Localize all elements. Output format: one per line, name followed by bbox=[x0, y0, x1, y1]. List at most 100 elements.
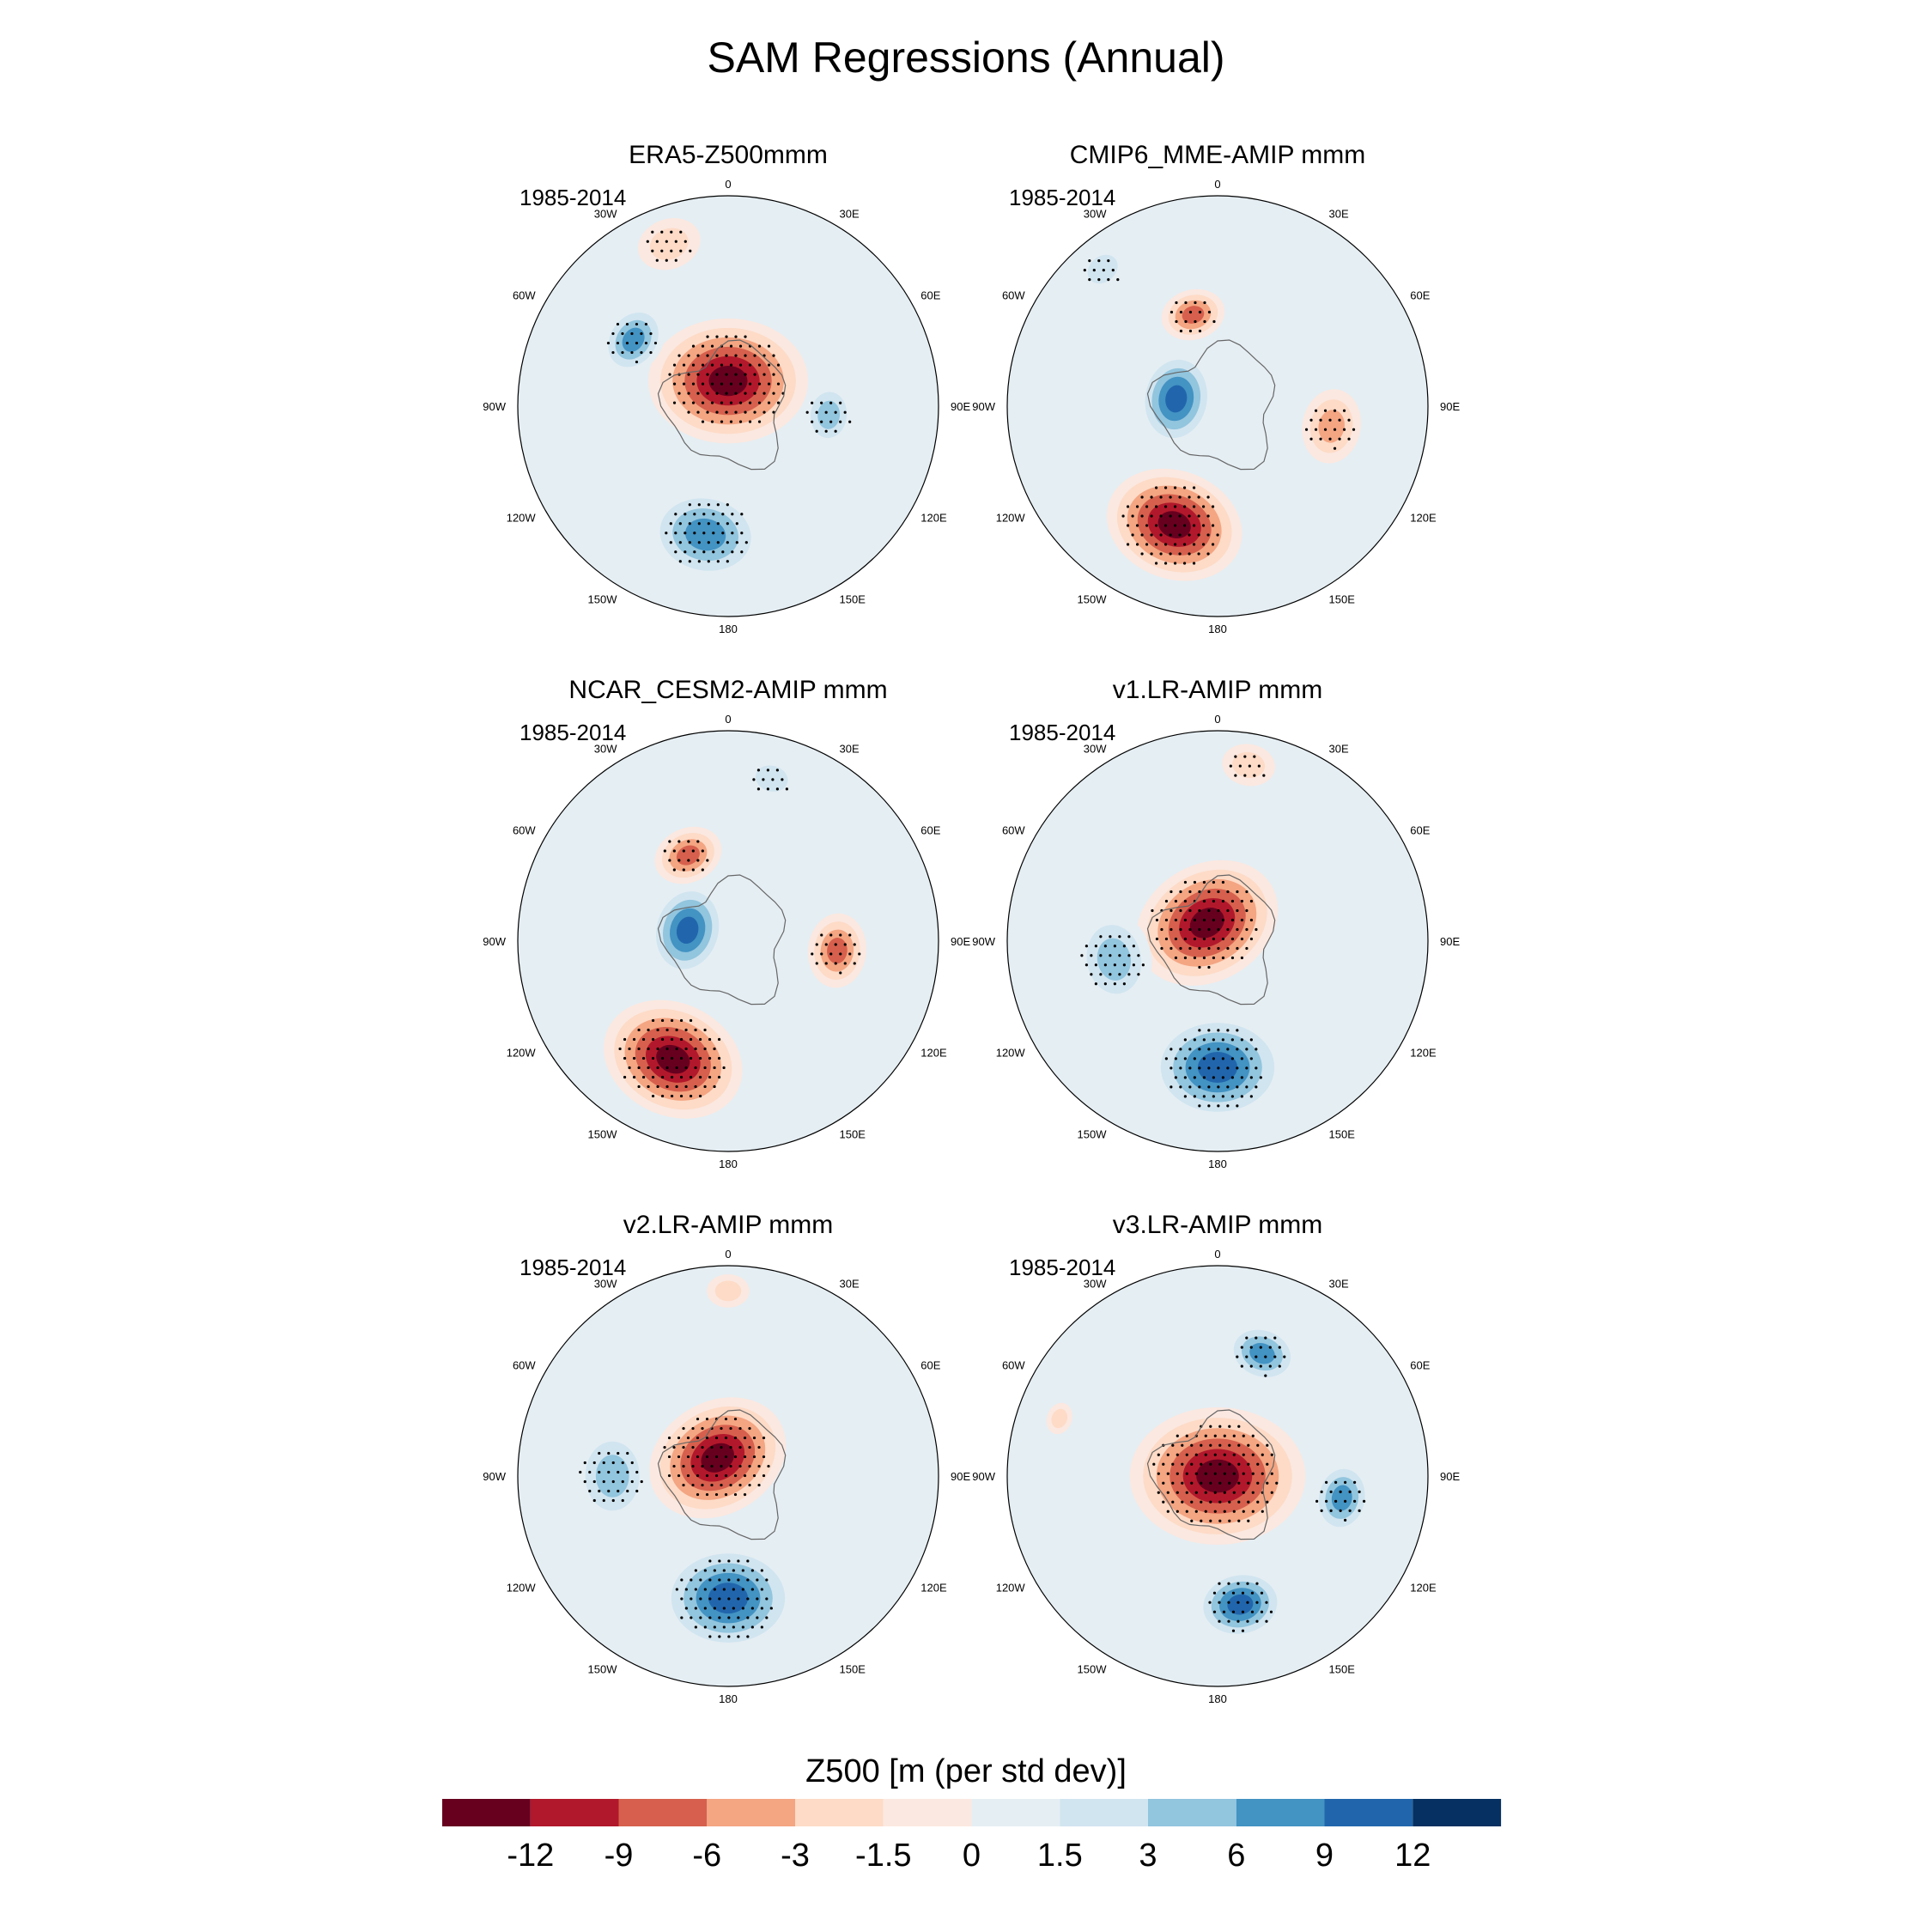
stipple-dot bbox=[717, 1037, 721, 1042]
stipple-dot bbox=[1259, 1346, 1262, 1349]
stipple-dot bbox=[1204, 1434, 1207, 1437]
stipple-dot bbox=[1217, 890, 1220, 894]
stipple-dot bbox=[697, 503, 701, 507]
stipple-dot bbox=[771, 778, 775, 781]
stipple-dot bbox=[1162, 1481, 1165, 1485]
stipple-dot bbox=[1207, 1048, 1211, 1051]
stipple-dot bbox=[1198, 908, 1201, 913]
stipple-dot bbox=[679, 1037, 683, 1042]
stipple-dot bbox=[1328, 418, 1332, 422]
stipple-dot bbox=[1164, 918, 1169, 922]
stipple-dot bbox=[696, 1436, 700, 1440]
stipple-dot bbox=[672, 401, 677, 404]
stipple-dot bbox=[732, 1588, 735, 1591]
stipple-dot bbox=[740, 513, 744, 516]
stipple-dot bbox=[1094, 963, 1097, 967]
stipple-dot bbox=[1183, 899, 1188, 903]
stipple-dot bbox=[1183, 937, 1188, 941]
stipple-dot bbox=[1352, 428, 1356, 431]
stipple-dot bbox=[1226, 908, 1230, 913]
stipple-dot bbox=[1202, 899, 1206, 903]
stipple-dot bbox=[701, 401, 705, 404]
stipple-dot bbox=[706, 392, 709, 395]
stipple-dot bbox=[824, 962, 828, 965]
longitude-label: 30E bbox=[1329, 208, 1349, 221]
stipple-dot bbox=[762, 1473, 766, 1478]
stipple-dot bbox=[688, 560, 691, 563]
stipple-dot bbox=[1227, 1619, 1230, 1623]
stipple-dot bbox=[598, 1489, 601, 1493]
stipple-dot bbox=[722, 1569, 726, 1572]
map-panel: v1.LR-AMIP mmm 1985-2014 0 30E 60E 90E 120E 150… bbox=[972, 676, 1460, 1170]
stipple-dot bbox=[616, 341, 620, 345]
stipple-dot bbox=[1249, 1364, 1253, 1368]
stipple-dot bbox=[772, 392, 775, 395]
stipple-dot bbox=[1206, 552, 1210, 556]
stipple-dot bbox=[1246, 1619, 1249, 1623]
stipple-dot bbox=[738, 1464, 742, 1468]
stipple-dot bbox=[696, 373, 700, 376]
stipple-dot bbox=[1222, 1610, 1226, 1613]
stipple-dot bbox=[1132, 963, 1135, 967]
stipple-dot bbox=[720, 1445, 723, 1449]
stipple-dot bbox=[729, 1445, 732, 1449]
stipple-dot bbox=[715, 373, 719, 376]
stipple-dot bbox=[1223, 1453, 1226, 1456]
stipple-dot bbox=[677, 1436, 681, 1440]
longitude-label: 180 bbox=[1208, 1692, 1227, 1705]
stipple-dot bbox=[843, 943, 847, 946]
stipple-dot bbox=[647, 1047, 650, 1051]
stipple-dot bbox=[1261, 1510, 1264, 1513]
stipple-dot bbox=[1232, 1472, 1236, 1475]
stipple-dot bbox=[766, 769, 770, 772]
stipple-dot bbox=[1236, 890, 1239, 894]
longitude-label: 60W bbox=[1002, 289, 1025, 302]
stipple-dot bbox=[683, 550, 687, 554]
stipple-dot bbox=[1179, 927, 1182, 932]
stipple-dot bbox=[1247, 1519, 1250, 1522]
stipple-dot bbox=[1255, 1066, 1258, 1070]
stipple-dot bbox=[665, 258, 668, 262]
stipple-dot bbox=[1245, 1048, 1249, 1051]
stipple-dot bbox=[712, 513, 715, 516]
stipple-dot bbox=[640, 350, 643, 355]
stipple-dot bbox=[1338, 418, 1341, 422]
stipple-dot bbox=[1207, 890, 1211, 894]
stipple-dot bbox=[1236, 1085, 1239, 1089]
stipple-dot bbox=[1182, 562, 1187, 565]
stipple-dot bbox=[767, 382, 771, 386]
stipple-dot bbox=[1150, 533, 1153, 537]
stipple-dot bbox=[1169, 495, 1172, 499]
longitude-label: 30E bbox=[840, 743, 860, 756]
panel-period: 1985-2014 bbox=[1009, 185, 1115, 210]
stipple-dot bbox=[1140, 514, 1144, 518]
stipple-dot bbox=[1194, 1453, 1198, 1456]
stipple-dot bbox=[1184, 301, 1188, 305]
stipple-dot bbox=[1255, 1085, 1258, 1089]
stipple-dot bbox=[820, 933, 823, 937]
stipple-dot bbox=[707, 560, 710, 563]
stipple-dot bbox=[752, 778, 756, 781]
stipple-dot bbox=[834, 943, 837, 946]
stipple-dot bbox=[705, 1436, 709, 1440]
stipple-dot bbox=[1218, 1443, 1222, 1447]
stipple-dot bbox=[688, 503, 691, 507]
stipple-dot bbox=[1190, 1519, 1194, 1522]
stipple-dot bbox=[1170, 1048, 1173, 1051]
stipple-dot bbox=[766, 787, 770, 791]
stipple-dot bbox=[1173, 486, 1177, 489]
stipple-dot bbox=[1236, 1619, 1240, 1623]
stipple-dot bbox=[1122, 945, 1126, 948]
stipple-dot bbox=[683, 532, 687, 535]
stipple-dot bbox=[689, 1075, 693, 1079]
stipple-dot bbox=[1162, 1500, 1165, 1504]
longitude-label: 60E bbox=[920, 824, 940, 837]
panel-period: 1985-2014 bbox=[519, 1255, 626, 1280]
stipple-dot bbox=[734, 410, 738, 414]
stipple-dot bbox=[829, 933, 833, 937]
stipple-dot bbox=[1170, 927, 1173, 932]
stipple-dot bbox=[1240, 1095, 1243, 1098]
stipple-dot bbox=[1256, 1481, 1260, 1485]
contour-blob bbox=[656, 1044, 690, 1074]
stipple-dot bbox=[1159, 495, 1163, 499]
